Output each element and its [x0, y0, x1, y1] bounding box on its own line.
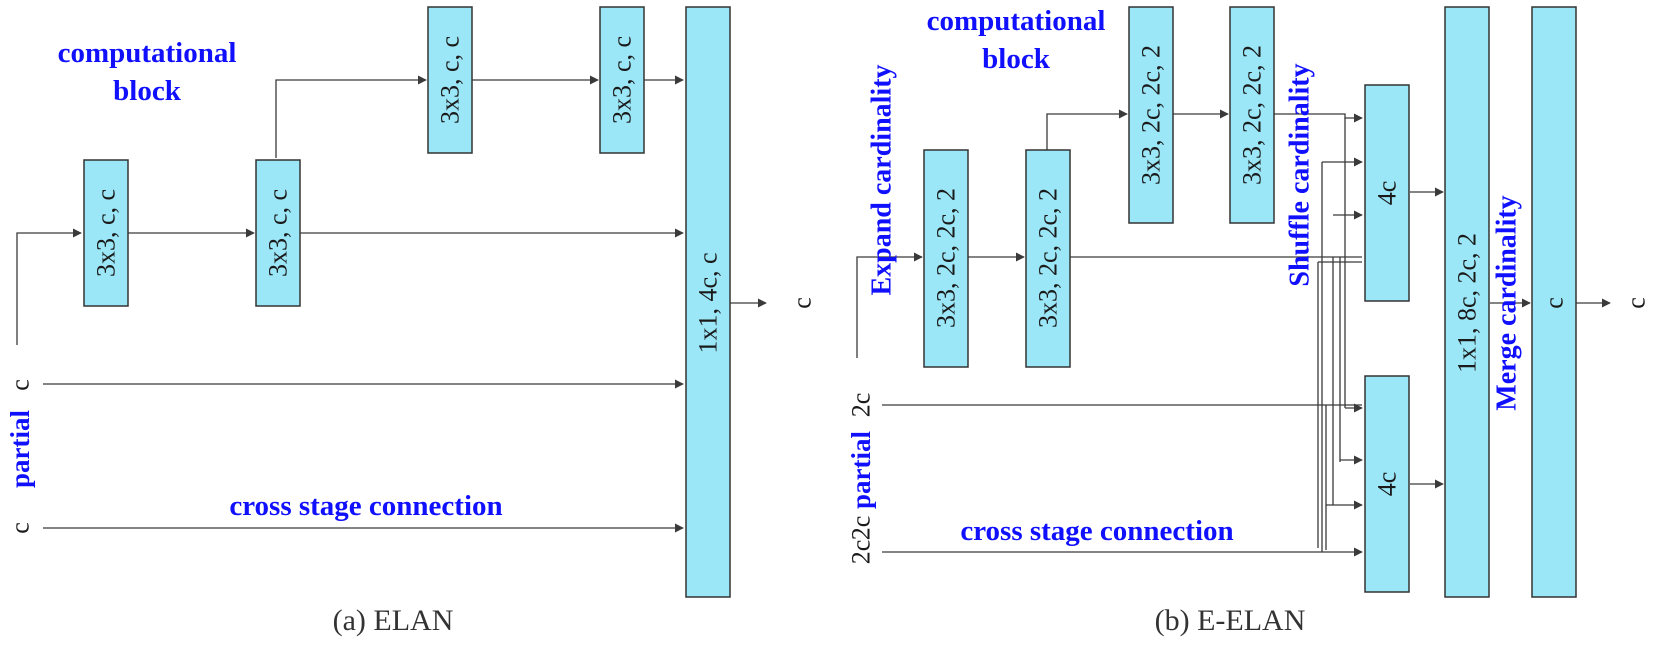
elan-wires [16, 75, 767, 533]
elan-block-1-box [83, 159, 129, 307]
elan-wire-block2-to-block3 [275, 75, 427, 158]
eelan-block-4-label: 3x3, 2c, 2c, 2 [1238, 45, 1267, 185]
eelan-block-4: 3x3, 2c, 2c, 2 [1229, 6, 1275, 224]
elan-block-2-box [255, 159, 301, 307]
elan-block-1: 3x3, c, c [83, 159, 129, 307]
elan-wire-partial-to-block1 [16, 228, 82, 345]
eelan-comp-block-line1: computational [927, 5, 1106, 37]
eelan-block-1-label: 3x3, 2c, 2c, 2 [932, 188, 961, 328]
eelan-merge-box [1531, 6, 1577, 598]
eelan-wire-block4-forward [1274, 113, 1363, 123]
eelan-group-b: 4c [1364, 375, 1410, 593]
eelan-partial-2c: 2c [847, 393, 876, 418]
elan-partial-c: c [6, 379, 35, 391]
eelan-group-a: 4c [1364, 84, 1410, 302]
eelan-shuffle-label: Shuffle cardinality [1285, 63, 1316, 286]
elan-block-3: 3x3, c, c [427, 6, 473, 154]
elan-cross-stage-label: cross stage connection [229, 490, 502, 522]
eelan-transition-box [1444, 6, 1490, 598]
elan-partial-label: partial [5, 410, 35, 488]
eelan-partial-label: partial [846, 431, 876, 509]
eelan-caption: (b) E-ELAN [1155, 604, 1306, 637]
elan-transition-label: 1x1, 4c, c [694, 252, 723, 353]
elan-block-4: 3x3, c, c [599, 6, 645, 154]
eelan-group-b-label: 4c [1373, 472, 1402, 497]
eelan-group-a-label: 4c [1373, 181, 1402, 206]
eelan-shuffle-wiring [1317, 118, 1363, 552]
eelan-transition-label: 1x1, 8c, 2c, 2 [1453, 233, 1482, 373]
elan-transition-block: 1x1, 4c, c [685, 6, 731, 598]
elan-diagram: 3x3, c, c 3x3, c, c 3x3, c, c 3x3, c, c … [5, 6, 817, 637]
eelan-cross-2c: 2c [847, 540, 876, 565]
elan-block-1-label: 3x3, c, c [92, 189, 121, 277]
eelan-merge-cardinality-label: Merge cardinality [1492, 195, 1523, 410]
eelan-wire-block2-to-block3 [1046, 109, 1128, 150]
eelan-block-3-label: 3x3, 2c, 2c, 2 [1137, 45, 1166, 185]
elan-transition-box [685, 6, 731, 598]
eelan-block-2: 3x3, 2c, 2c, 2 [1025, 149, 1071, 368]
eelan-partial-2c-lower: 2c [847, 516, 876, 541]
eelan-block-1: 3x3, 2c, 2c, 2 [923, 149, 969, 368]
elan-block-3-box [427, 6, 473, 154]
eelan-diagram: 3x3, 2c, 2c, 2 3x3, 2c, 2c, 2 3x3, 2c, 2… [846, 5, 1651, 637]
elan-block-2: 3x3, c, c [255, 159, 301, 307]
eelan-block-4-box [1229, 6, 1275, 224]
eelan-merge-block: c [1531, 6, 1577, 598]
elan-comp-block-line1: computational [58, 37, 237, 69]
eelan-comp-block-line2: block [982, 43, 1051, 75]
eelan-transition-block: 1x1, 8c, 2c, 2 [1444, 6, 1490, 598]
elan-block-3-label: 3x3, c, c [436, 36, 465, 124]
eelan-block-1-box [923, 149, 969, 368]
eelan-cross-stage-label: cross stage connection [960, 515, 1233, 547]
elan-block-4-label: 3x3, c, c [608, 36, 637, 124]
eelan-wire-partial-to-block1 [856, 252, 923, 358]
eelan-block-3-box [1128, 6, 1174, 224]
eelan-group-a-box [1364, 84, 1410, 302]
elan-block-4-box [599, 6, 645, 154]
elan-caption: (a) ELAN [333, 604, 454, 637]
eelan-output-c: c [1622, 297, 1651, 309]
eelan-block-2-box [1025, 149, 1071, 368]
eelan-expand-label: Expand cardinality [867, 64, 898, 295]
eelan-group-b-box [1364, 375, 1410, 593]
eelan-block-2-label: 3x3, 2c, 2c, 2 [1034, 188, 1063, 328]
elan-comp-block-line2: block [113, 75, 182, 107]
eelan-block-3: 3x3, 2c, 2c, 2 [1128, 6, 1174, 224]
elan-cross-c: c [6, 522, 35, 534]
elan-output-c: c [788, 297, 817, 309]
eelan-merge-label: c [1540, 297, 1569, 309]
eelan-wires [856, 109, 1363, 557]
elan-block-2-label: 3x3, c, c [264, 189, 293, 277]
